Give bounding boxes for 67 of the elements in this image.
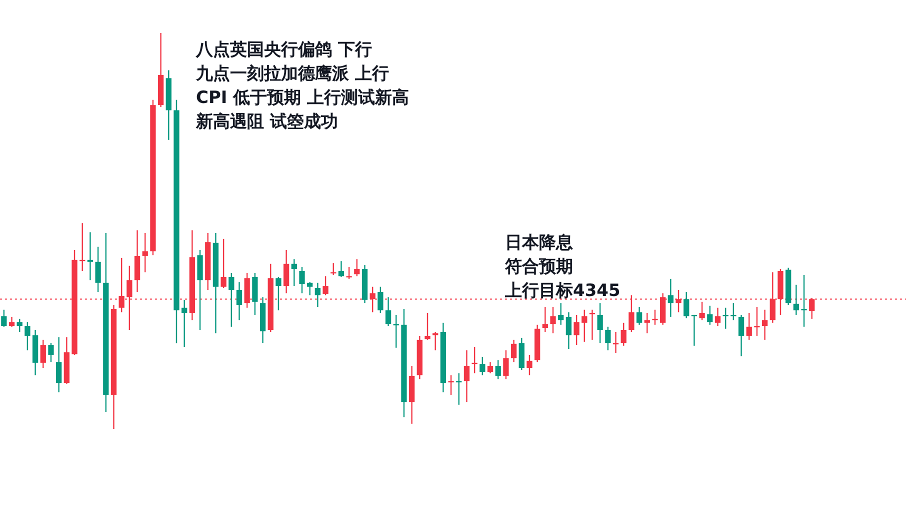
candlestick: [605, 326, 611, 351]
candlestick: [464, 350, 470, 403]
candlestick: [40, 339, 46, 369]
candlestick: [612, 331, 619, 354]
candlestick: [597, 302, 603, 344]
candlestick: [510, 339, 517, 363]
candlestick: [182, 299, 188, 348]
candlestick: [276, 276, 282, 311]
candlestick: [738, 314, 744, 357]
candlestick: [283, 249, 290, 294]
candlestick: [480, 356, 486, 376]
candlestick: [503, 350, 509, 380]
candlestick: [291, 258, 297, 287]
candlestick: [550, 306, 556, 334]
candlestick: [16, 318, 22, 333]
candlestick: [393, 314, 399, 348]
candlestick: [424, 312, 430, 340]
candlestick: [87, 232, 94, 281]
annotation: 上行目标4345: [504, 281, 620, 301]
candlestick: [707, 305, 713, 326]
candlestick: [314, 282, 321, 308]
candlestick: [582, 309, 588, 342]
candlestick: [620, 322, 626, 346]
annotation: 符合预期: [504, 257, 573, 277]
candlestick: [236, 281, 242, 321]
candlestick: [448, 374, 454, 396]
candlestick: [542, 306, 548, 333]
candlestick: [1, 309, 7, 328]
candlestick: [762, 309, 768, 340]
candlestick: [228, 272, 234, 328]
candlestick: [574, 314, 580, 346]
annotation: 八点英国央行偏鸽 下行: [195, 40, 372, 60]
candlestick: [644, 312, 650, 334]
candlestick: [432, 331, 438, 351]
candlestick: [48, 342, 54, 363]
candlestick: [307, 281, 313, 296]
candlestick: [793, 284, 800, 316]
candlestick: [299, 266, 305, 294]
candlestick: [566, 312, 572, 350]
candlestick: [668, 278, 674, 318]
candlestick: [495, 359, 501, 380]
candlestick: [714, 307, 721, 327]
candlestick: [338, 260, 344, 278]
candlestick: [24, 321, 30, 351]
annotation: 日本降息: [505, 233, 573, 253]
candlestick: [346, 266, 352, 280]
candlestick: [330, 262, 336, 276]
candlestick: [456, 372, 462, 406]
candlestick: [8, 316, 15, 328]
candlestick: [220, 238, 226, 289]
candlestick: [385, 296, 392, 327]
candlestick: [142, 232, 148, 273]
candlestick: [56, 336, 62, 393]
candlestick: [378, 286, 384, 314]
candlestick: [322, 276, 328, 296]
candlestick: [636, 306, 642, 326]
annotation: CPI 低于预期 上行测试新高: [196, 88, 410, 108]
candlestick: [699, 301, 705, 321]
annotation: 新高遇阻 试箜成功: [195, 112, 338, 132]
candlestick: [746, 312, 752, 340]
candlestick: [684, 291, 690, 319]
annotation: 九点一刻拉加德鹰派 上行: [195, 64, 389, 84]
candlestick: [558, 302, 564, 326]
candlestick: [354, 258, 360, 277]
candlestick: [95, 246, 101, 293]
candlestick: [526, 354, 532, 376]
candlestick: [487, 361, 494, 374]
